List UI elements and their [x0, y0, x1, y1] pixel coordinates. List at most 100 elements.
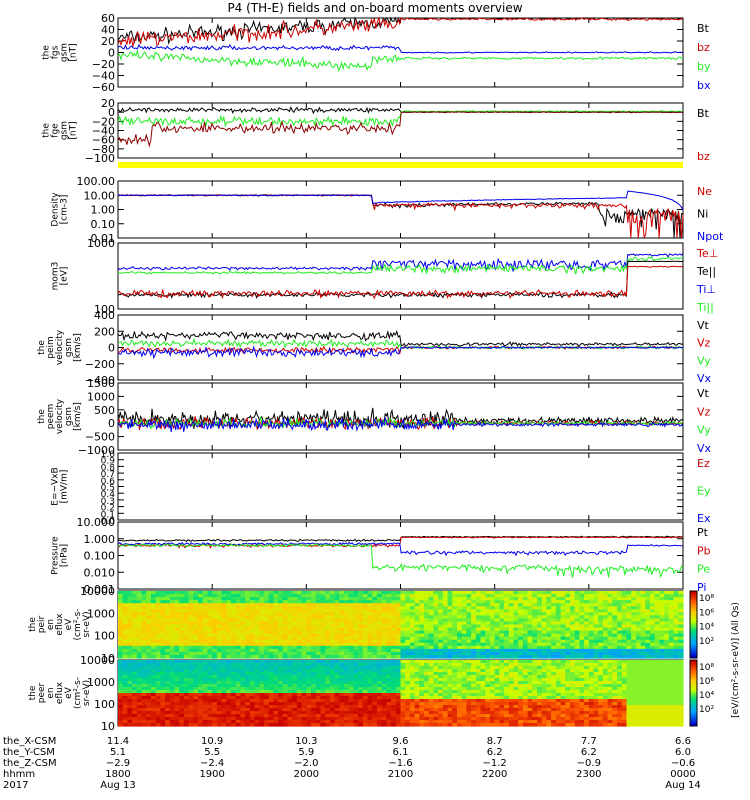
legend-bx: bx [697, 79, 711, 92]
y-tick-label: 1500 [87, 377, 115, 390]
x-row-label: the_Y-CSM [3, 747, 55, 758]
legend-Bt: Bt [697, 107, 710, 120]
x-row-value: 0000 [670, 769, 695, 780]
y-axis-label: gsm [64, 338, 74, 357]
x-row-label: the_X-CSM [3, 736, 56, 747]
series-Ne [117, 193, 684, 239]
series-TiPar [117, 256, 684, 275]
x-row-value: 6.2 [581, 747, 597, 758]
y-tick-label: 1000 [87, 390, 115, 403]
series-Npot [117, 190, 684, 210]
legend-by: by [697, 60, 711, 73]
series-Vx [117, 416, 684, 433]
series-bx [117, 43, 684, 54]
y-tick-label: 0.100 [84, 550, 116, 563]
y-tick-label: 20 [101, 97, 115, 110]
x-row-value: 2300 [576, 769, 601, 780]
y-axis-label: the [37, 340, 47, 355]
y-axis-label: gsm [64, 407, 74, 426]
legend-Ne: Ne [697, 185, 712, 198]
legend-Ti||: Ti|| [696, 301, 714, 314]
y-axis-label: [cm-3] [60, 195, 70, 225]
legend-Ni: Ni [697, 208, 708, 221]
legend-Vt: Vt [697, 387, 710, 400]
y-axis-label: peim [46, 336, 56, 359]
legend-Pe: Pe [697, 563, 710, 576]
x-row-value: −2.0 [294, 758, 318, 769]
colorbar-tick: 10⁸ [699, 594, 714, 604]
x-row-value: 6.2 [487, 747, 503, 758]
y-axis-label: velocity [55, 329, 65, 365]
x-row-value: 5.9 [298, 747, 314, 758]
y-tick-label: 1.00 [91, 204, 116, 217]
y-tick-label: −20 [92, 115, 115, 128]
x-row-value: −2.4 [200, 758, 224, 769]
x-row-value: 2100 [388, 769, 413, 780]
x-row-value: −1.6 [388, 758, 412, 769]
y-axis-label: fge [51, 123, 61, 138]
x-row-value: −0.9 [577, 758, 601, 769]
y-tick-label: 40 [101, 24, 115, 37]
legend-bz: bz [697, 41, 710, 54]
y-axis-label: the [28, 617, 38, 632]
y-tick-label: 0.3 [101, 497, 115, 507]
legend-Npot: Npot [697, 230, 724, 243]
x-row-value: 9.6 [393, 736, 409, 747]
x-date-start: Aug 13 [100, 780, 135, 791]
y-axis-label: E=−VxB [51, 467, 61, 505]
legend-Vx: Vx [697, 442, 712, 455]
y-axis-label: mom3 [51, 262, 61, 291]
y-tick-label: 0 [108, 417, 115, 430]
series-Vx [117, 345, 684, 360]
x-row-value: 10.9 [201, 736, 223, 747]
colorbar-tick: 10⁶ [699, 677, 714, 687]
y-tick-label: 100 [94, 303, 115, 316]
y-tick-label: 0.6 [101, 477, 116, 487]
y-tick-label: 1000 [87, 607, 115, 620]
legend-Ex: Ex [697, 512, 711, 525]
y-tick-label: 100 [94, 698, 115, 711]
series-Vt [117, 329, 684, 347]
x-row-value: −1.2 [483, 758, 507, 769]
legend-bz: bz [697, 150, 710, 163]
series-by [117, 50, 683, 73]
legend-Pi: Pi [697, 581, 706, 594]
y-axis-label: Density [51, 192, 61, 227]
y-axis-label: fgs [51, 45, 61, 59]
y-tick-label: 0.5 [101, 484, 115, 494]
x-row-value: 1800 [105, 769, 130, 780]
y-axis-label: sr-eV) [82, 611, 92, 637]
y-axis-label: (cm²-s- [73, 677, 83, 709]
y-tick-label: −20 [92, 58, 115, 71]
y-axis-label: peir [37, 615, 47, 633]
y-axis-label: gsm [60, 43, 70, 62]
legend-Ti⊥: Ti⊥ [696, 283, 716, 296]
legend-Vy: Vy [697, 424, 711, 437]
x-year: 2017 [3, 780, 28, 791]
colorbar-tick: 10⁶ [699, 608, 714, 618]
y-tick-label: 0.01 [91, 232, 116, 245]
y-tick-label: 100 [94, 630, 115, 643]
y-axis-label: [mV/m] [60, 470, 70, 504]
legend-Ez: Ez [697, 457, 710, 470]
y-tick-label: 0.010 [84, 566, 116, 579]
y-axis-label: the [37, 409, 47, 424]
series-Pe [117, 543, 684, 579]
y-tick-label: 0.7 [101, 470, 115, 480]
plot-title: P4 (TH-E) fields and on-board moments ov… [227, 1, 523, 15]
legend-Bt: Bt [697, 22, 710, 35]
y-axis-label: gsm [60, 121, 70, 140]
x-row-value: 2000 [294, 769, 319, 780]
y-tick-label: 0.9 [101, 457, 116, 467]
x-row-label: the_Z-CSM [3, 758, 57, 769]
y-tick-label: 20 [101, 35, 115, 48]
colorbar-frame [689, 659, 698, 727]
y-tick-label: 100.00 [77, 175, 116, 188]
y-tick-label: 1000 [87, 237, 115, 250]
legend-Vt: Vt [697, 319, 710, 332]
panel-frame-temp [117, 242, 684, 310]
y-tick-label: 0.8 [101, 463, 116, 473]
panel-frame-efield [117, 452, 684, 521]
y-axis-label: eflux [55, 613, 65, 636]
